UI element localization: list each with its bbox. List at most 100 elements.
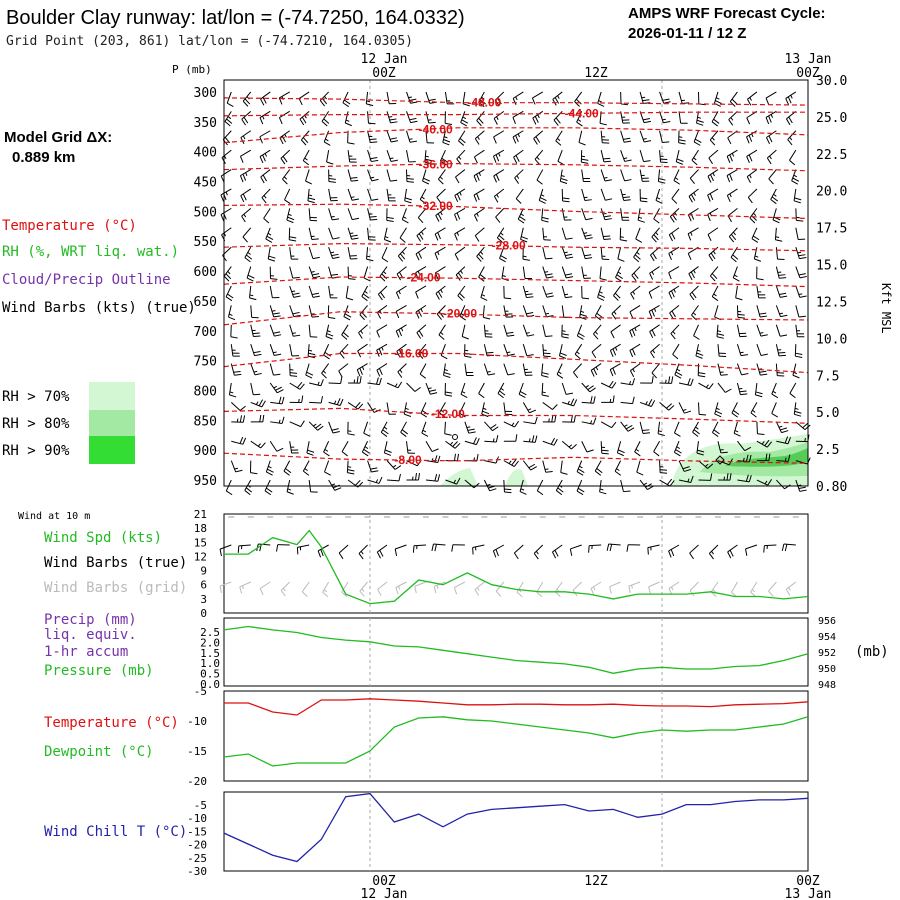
wind-barb	[620, 188, 631, 202]
wind-barb	[756, 439, 773, 448]
wind-barb	[395, 304, 407, 319]
wind-barb	[795, 324, 805, 338]
wind-barb	[458, 130, 466, 146]
wind-barb	[328, 247, 340, 259]
surface-wind-barb	[296, 544, 310, 555]
wind-barb	[691, 149, 699, 166]
wind-barb	[464, 479, 480, 489]
surface-wind-barb	[668, 544, 680, 558]
isotherm-label: -24.00	[407, 271, 441, 285]
wind-barb	[437, 169, 446, 185]
wind-barb	[246, 266, 255, 282]
wind-barb	[518, 382, 527, 399]
precip-pressure-panel: 2.52.01.51.00.50.0 956 954 952 950 948	[200, 616, 836, 691]
wind-barb	[269, 285, 280, 299]
wind-barb	[442, 130, 451, 146]
y-tick-label: 0	[200, 607, 207, 620]
wind-barb	[363, 421, 371, 437]
wind-barb	[221, 227, 232, 242]
rh-area	[505, 469, 528, 486]
wind-barb	[532, 110, 544, 125]
wind-barb	[611, 305, 621, 320]
wind-barb	[689, 285, 699, 301]
wind-barb	[522, 305, 535, 318]
grid-wind-barb	[648, 581, 660, 594]
isotherm-label: -20.00	[443, 307, 477, 321]
wind-barb	[347, 169, 359, 182]
wind-barb	[581, 382, 596, 393]
grid-wind-barb	[219, 581, 232, 594]
wind-barb	[395, 285, 407, 300]
wind-barb	[756, 453, 771, 462]
wind-barb	[239, 149, 252, 163]
wind-barb	[344, 111, 352, 127]
wind-barb	[791, 169, 800, 185]
wind-barb	[650, 246, 660, 262]
surface-wind-barb	[588, 544, 602, 553]
wind-barb	[503, 344, 515, 356]
wind-barb	[265, 227, 274, 243]
legend-liq-equiv: liq. equiv.	[44, 627, 137, 643]
wind-barb	[328, 266, 339, 279]
wind-barb	[419, 363, 427, 379]
wind-barb	[425, 474, 441, 482]
wind-barb	[522, 247, 530, 261]
wind-barb	[772, 208, 781, 224]
rh70-label: RH > 70%	[2, 389, 70, 405]
wind-barb	[522, 402, 537, 414]
wind-barb	[361, 441, 370, 457]
wind-barb	[542, 460, 553, 473]
wind-barb	[648, 304, 660, 319]
wind-barb	[462, 91, 470, 107]
y-tick-label: -20	[187, 775, 207, 788]
wind-barb	[473, 207, 485, 222]
wind-barb	[269, 324, 282, 337]
pressure-tick-label: 350	[194, 116, 217, 131]
wind-barb	[307, 188, 316, 204]
grid-wind-barb	[730, 581, 738, 598]
isotherm-line	[223, 203, 809, 220]
wind-barb	[289, 382, 305, 390]
wind-barb	[400, 421, 409, 437]
wind-barb	[267, 247, 276, 262]
pressure-axis-title: P (mb)	[172, 63, 212, 76]
wind-barb	[639, 169, 650, 182]
wind-barb	[522, 460, 538, 471]
wind-barb	[580, 150, 589, 164]
grid-wind-barb	[710, 581, 719, 597]
wind-barb	[308, 227, 319, 240]
wind-barb	[231, 415, 246, 423]
wind-barb	[325, 324, 334, 340]
surface-wind-barb	[492, 544, 505, 558]
wind-barb	[650, 343, 660, 359]
wind-barb	[341, 324, 349, 340]
y-tick-label: -10	[187, 715, 207, 728]
wind-barb	[438, 324, 446, 340]
rh90-swatch	[89, 436, 135, 464]
wind-barb	[749, 208, 758, 224]
top-tick-00z: 00Z	[372, 66, 396, 81]
wind-barb	[736, 344, 748, 357]
cloud-marker	[452, 434, 458, 440]
wind-barb	[522, 324, 535, 337]
wind-barb	[483, 324, 493, 338]
altitude-tick-label: 12.5	[816, 295, 847, 310]
wind-barb	[726, 149, 738, 163]
grid-wind-barb	[668, 581, 680, 596]
wind-barb	[639, 91, 651, 105]
pressure-tick-label: 550	[194, 235, 217, 250]
wind-barb	[542, 344, 551, 358]
wind-barb	[386, 169, 398, 182]
wind-barb	[309, 379, 324, 387]
wind-barb	[599, 479, 607, 495]
wind-barb	[634, 440, 641, 457]
wind-barb	[698, 473, 713, 481]
rh-shading	[440, 434, 808, 486]
wind-barb	[629, 363, 641, 378]
wind-barb	[415, 304, 427, 319]
rh70-swatch	[89, 382, 135, 410]
wind-barb	[613, 285, 622, 301]
wind-barb	[581, 188, 592, 202]
wind-barb	[594, 460, 603, 476]
wind-barb	[609, 343, 621, 358]
